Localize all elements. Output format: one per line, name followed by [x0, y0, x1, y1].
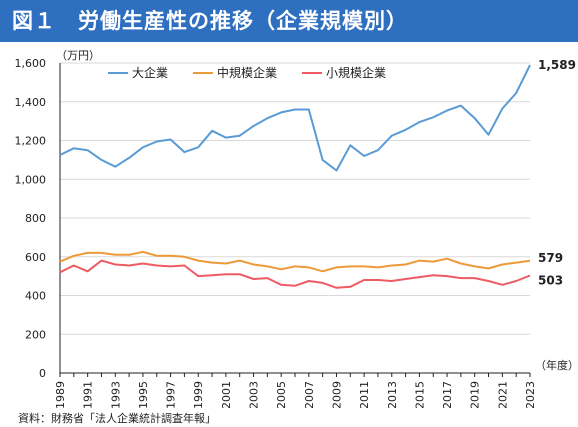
- x-tick-label: 2013: [386, 381, 399, 408]
- legend-label: 中規模企業: [217, 65, 277, 80]
- x-tick-label: 2011: [358, 381, 371, 408]
- line-chart: 0 200 400 600 800 1,000 1,200 1,400 1,600 （万円） （年度…: [15, 49, 578, 408]
- axes: 0 200 400 600 800 1,000 1,200 1,400 1,600 （万円） （年度…: [15, 49, 578, 408]
- y-tick-label: 1,400: [15, 96, 47, 109]
- y-tick-label: 200: [25, 328, 46, 341]
- y-tick-label: 400: [25, 290, 46, 303]
- x-tick-label: 2019: [469, 381, 482, 408]
- x-tick-label: 2015: [413, 381, 426, 408]
- legend-label: 小規模企業: [326, 65, 386, 80]
- legend: 大企業 中規模企業 小規模企業: [108, 65, 386, 80]
- y-tick-label: 1,600: [15, 57, 47, 70]
- x-tick-label: 1991: [82, 381, 95, 408]
- x-tick-label: 1997: [165, 381, 178, 408]
- end-value-label: 579: [538, 251, 563, 265]
- gridlines: [60, 62, 530, 335]
- legend-label: 大企業: [132, 65, 168, 80]
- x-axis-unit: （年度）: [535, 358, 578, 372]
- x-tick-label: 2009: [330, 381, 343, 408]
- x-tick-label: 2003: [248, 381, 261, 408]
- source-note: 資料：財務省「法人企業統計調査年報」: [18, 412, 216, 425]
- series-line: [59, 64, 531, 172]
- x-tick-label: 1999: [192, 381, 205, 408]
- end-value-label: 503: [538, 274, 563, 288]
- x-tick-label: 1989: [54, 381, 67, 408]
- x-tick-label: 1995: [137, 381, 150, 408]
- x-tick-label: 1993: [109, 381, 122, 408]
- chart-title: 図１ 労働生産性の推移（企業規模別）: [12, 9, 408, 33]
- y-tick-label: 0: [39, 367, 46, 380]
- y-tick-label: 1,200: [15, 135, 47, 148]
- x-tick-label: 2005: [275, 381, 288, 408]
- title-bar: 図１ 労働生産性の推移（企業規模別）: [0, 0, 578, 42]
- x-tick-label: 2023: [524, 381, 537, 408]
- series-line: [59, 250, 531, 273]
- end-labels: 1,589 579 503: [538, 58, 576, 287]
- y-axis-unit: （万円）: [56, 49, 100, 62]
- series-lines: [59, 64, 531, 289]
- x-tick-label: 2017: [441, 381, 454, 408]
- y-tick-label: 1,000: [15, 173, 47, 186]
- end-value-label: 1,589: [538, 58, 576, 72]
- y-tick-label: 800: [25, 212, 46, 225]
- x-tick-label: 2021: [496, 381, 509, 408]
- x-tick-label: 2007: [303, 381, 316, 408]
- series-line: [59, 259, 531, 289]
- x-tick-label: 2001: [220, 381, 233, 408]
- y-tick-label: 600: [25, 251, 46, 264]
